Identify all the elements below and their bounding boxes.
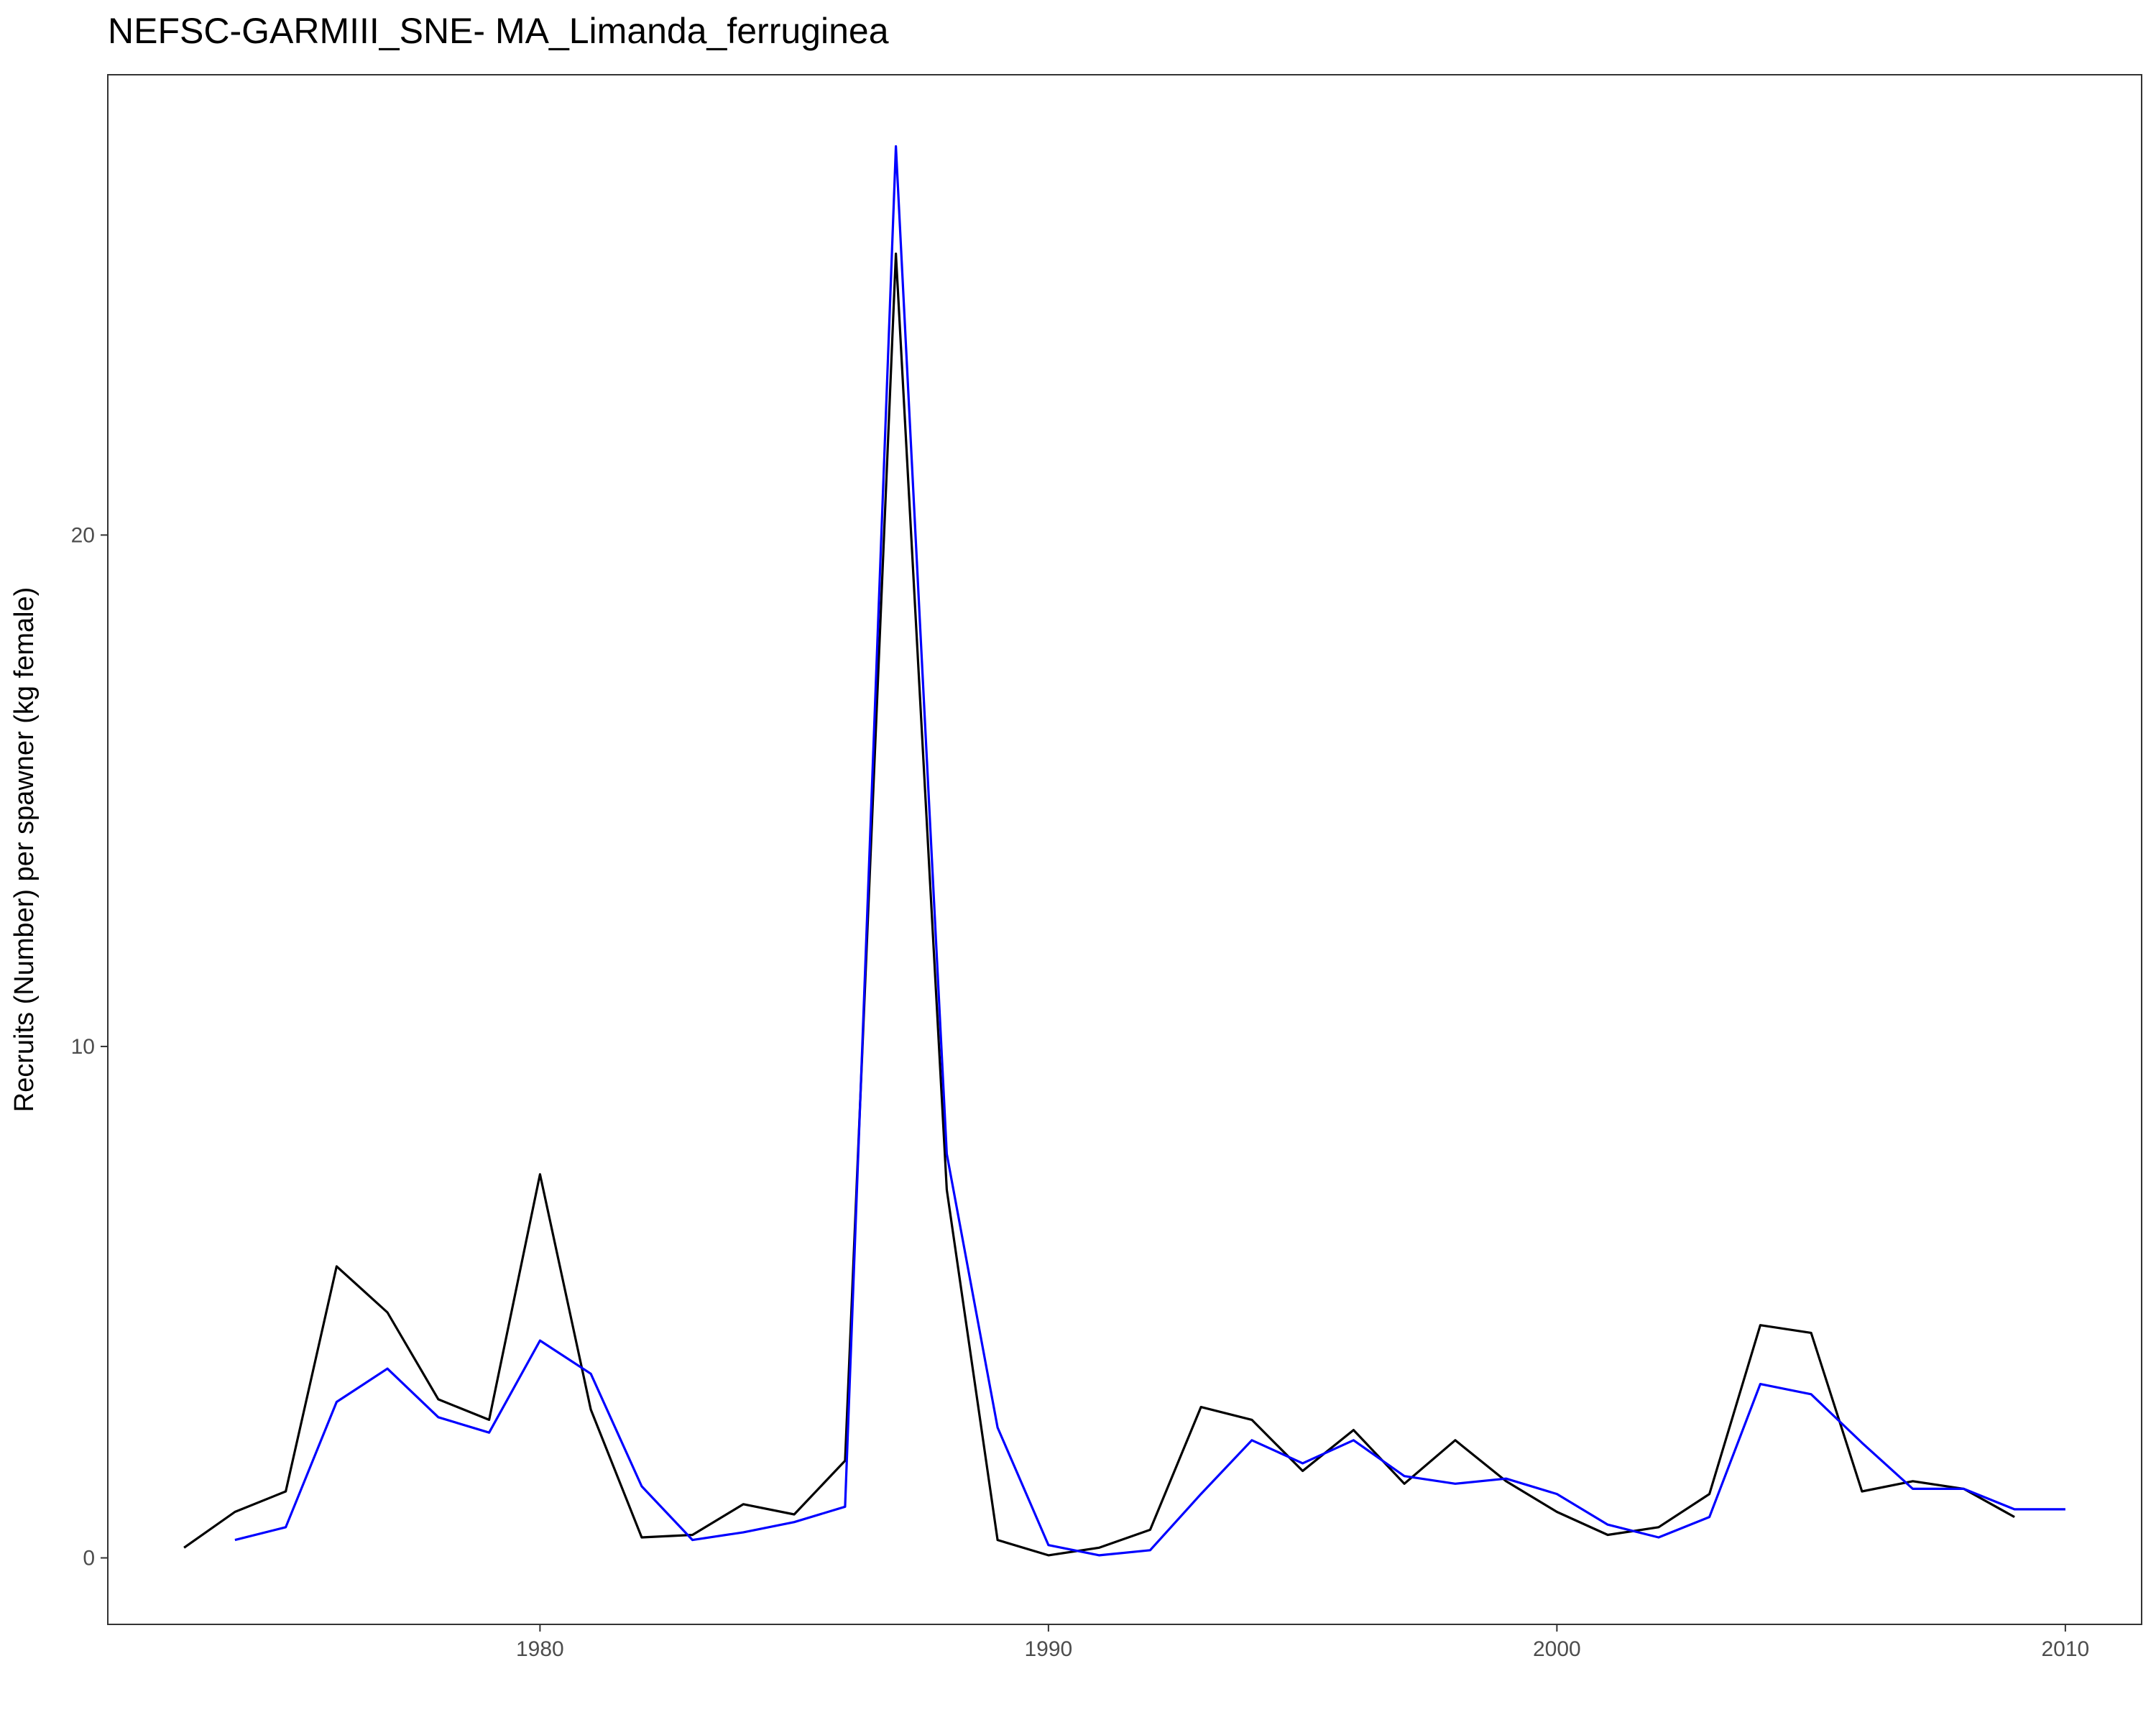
x-tick-label: 2010 (2042, 1637, 2090, 1661)
x-tick-label: 1980 (516, 1637, 564, 1661)
y-tick-label: 0 (83, 1546, 95, 1570)
x-tick-label: 1990 (1025, 1637, 1073, 1661)
x-tick-label: 2000 (1533, 1637, 1581, 1661)
series-line-1 (183, 252, 2015, 1557)
plot-panel (107, 74, 2142, 1625)
series-line-2 (234, 145, 2065, 1557)
chart-title: NEFSC-GARMIII_SNE- MA_Limanda_ferruginea (108, 11, 889, 51)
y-tick-label: 20 (71, 523, 95, 547)
y-axis-title: Recruits (Number) per spawner (kg female… (9, 587, 40, 1113)
y-tick-label: 10 (71, 1035, 95, 1059)
x-axis: 1980 1990 2000 2010 (516, 1624, 2089, 1661)
series-layer (183, 145, 2065, 1557)
y-axis: 0 10 20 (71, 523, 108, 1570)
